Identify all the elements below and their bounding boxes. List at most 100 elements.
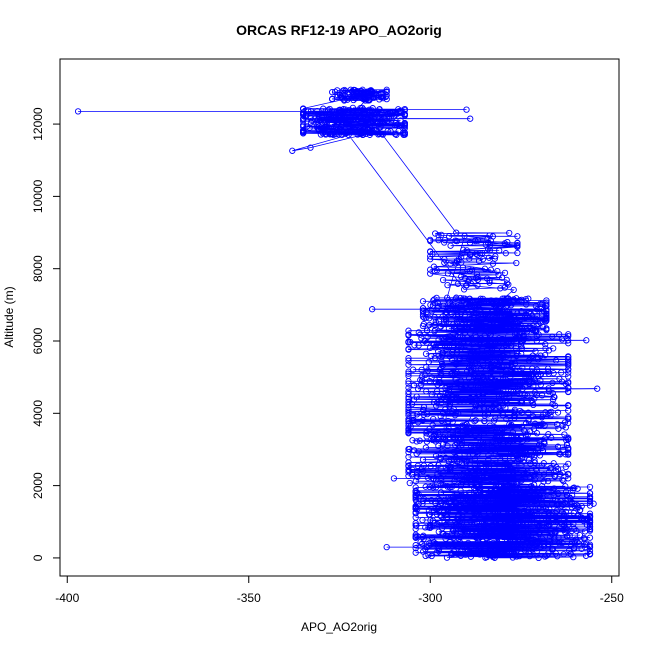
data-point bbox=[431, 321, 438, 329]
data-point bbox=[479, 256, 487, 263]
data-point bbox=[559, 539, 566, 547]
data-point bbox=[455, 329, 462, 336]
data-point bbox=[455, 430, 462, 438]
data-point bbox=[437, 323, 444, 330]
data-point bbox=[437, 379, 444, 387]
data-point bbox=[491, 448, 499, 455]
data-point bbox=[475, 434, 482, 441]
data-point bbox=[508, 533, 515, 540]
data-point bbox=[525, 373, 533, 380]
data-point bbox=[448, 498, 455, 506]
data-point bbox=[506, 437, 513, 445]
data-point bbox=[461, 455, 468, 462]
data-point bbox=[504, 496, 511, 503]
data-point bbox=[344, 96, 351, 103]
data-point bbox=[435, 495, 442, 503]
data-point bbox=[544, 477, 552, 485]
data-point bbox=[539, 447, 546, 455]
data-point bbox=[508, 507, 515, 514]
data-point bbox=[551, 473, 559, 480]
data-point bbox=[377, 117, 385, 124]
data-point bbox=[518, 409, 526, 416]
data-point bbox=[474, 426, 482, 433]
data-point bbox=[437, 455, 445, 462]
data-point bbox=[472, 426, 480, 433]
data-point bbox=[522, 296, 529, 303]
data-point bbox=[325, 106, 332, 114]
data-point bbox=[487, 406, 495, 413]
data-point bbox=[520, 426, 528, 434]
data-point bbox=[541, 440, 548, 447]
data-point bbox=[504, 511, 511, 518]
data-point bbox=[521, 491, 529, 498]
data-point bbox=[433, 387, 441, 395]
data-point bbox=[583, 337, 590, 344]
data-point bbox=[550, 393, 558, 400]
data-point bbox=[519, 364, 526, 372]
data-point bbox=[430, 341, 438, 348]
data-point bbox=[472, 417, 479, 424]
data-point bbox=[450, 321, 457, 328]
data-point bbox=[551, 528, 559, 535]
data-point bbox=[514, 243, 521, 250]
data-point bbox=[511, 486, 519, 493]
data-point bbox=[565, 340, 572, 347]
data-point bbox=[457, 487, 464, 494]
data-point bbox=[461, 451, 468, 458]
series-points bbox=[74, 86, 601, 562]
data-point bbox=[455, 511, 462, 519]
data-point bbox=[423, 327, 431, 334]
data-point bbox=[536, 437, 543, 444]
data-point bbox=[405, 355, 412, 362]
data-point bbox=[493, 486, 500, 494]
data-point bbox=[420, 320, 428, 328]
data-point bbox=[371, 127, 378, 134]
data-point bbox=[448, 370, 455, 377]
data-point bbox=[510, 356, 517, 363]
data-point bbox=[454, 505, 461, 512]
data-point bbox=[513, 458, 521, 465]
data-point bbox=[439, 448, 446, 455]
data-point bbox=[487, 348, 494, 355]
data-point bbox=[477, 335, 485, 342]
data-point bbox=[329, 88, 336, 96]
data-point bbox=[502, 404, 509, 412]
data-point bbox=[518, 444, 525, 451]
data-point bbox=[473, 448, 480, 456]
data-point bbox=[467, 464, 474, 472]
data-point bbox=[369, 306, 376, 313]
data-point bbox=[573, 527, 580, 534]
data-point bbox=[445, 494, 452, 501]
data-point bbox=[418, 381, 425, 388]
data-point bbox=[542, 409, 549, 416]
data-point bbox=[545, 469, 552, 476]
data-point bbox=[467, 517, 474, 525]
y-tick-label: 2000 bbox=[31, 472, 45, 499]
data-point bbox=[499, 324, 506, 331]
data-point bbox=[512, 344, 520, 352]
data-point bbox=[555, 534, 562, 541]
data-point bbox=[497, 285, 504, 292]
data-point bbox=[511, 414, 518, 422]
data-point bbox=[552, 357, 560, 364]
data-point bbox=[534, 486, 542, 493]
data-point bbox=[502, 324, 509, 331]
data-point bbox=[497, 482, 505, 489]
data-point bbox=[533, 500, 540, 508]
data-point bbox=[314, 108, 321, 115]
data-point bbox=[496, 407, 504, 414]
data-point bbox=[427, 270, 434, 277]
data-point bbox=[415, 342, 422, 349]
data-point bbox=[508, 342, 515, 349]
data-point bbox=[405, 384, 412, 391]
data-point bbox=[472, 332, 479, 339]
data-point bbox=[495, 403, 502, 410]
data-point bbox=[500, 382, 508, 389]
data-point bbox=[471, 455, 478, 463]
data-point bbox=[481, 352, 488, 359]
data-point bbox=[565, 419, 572, 427]
data-point bbox=[405, 466, 412, 473]
data-point bbox=[529, 544, 536, 551]
y-tick-label: 6000 bbox=[31, 327, 45, 354]
data-point bbox=[438, 524, 446, 532]
